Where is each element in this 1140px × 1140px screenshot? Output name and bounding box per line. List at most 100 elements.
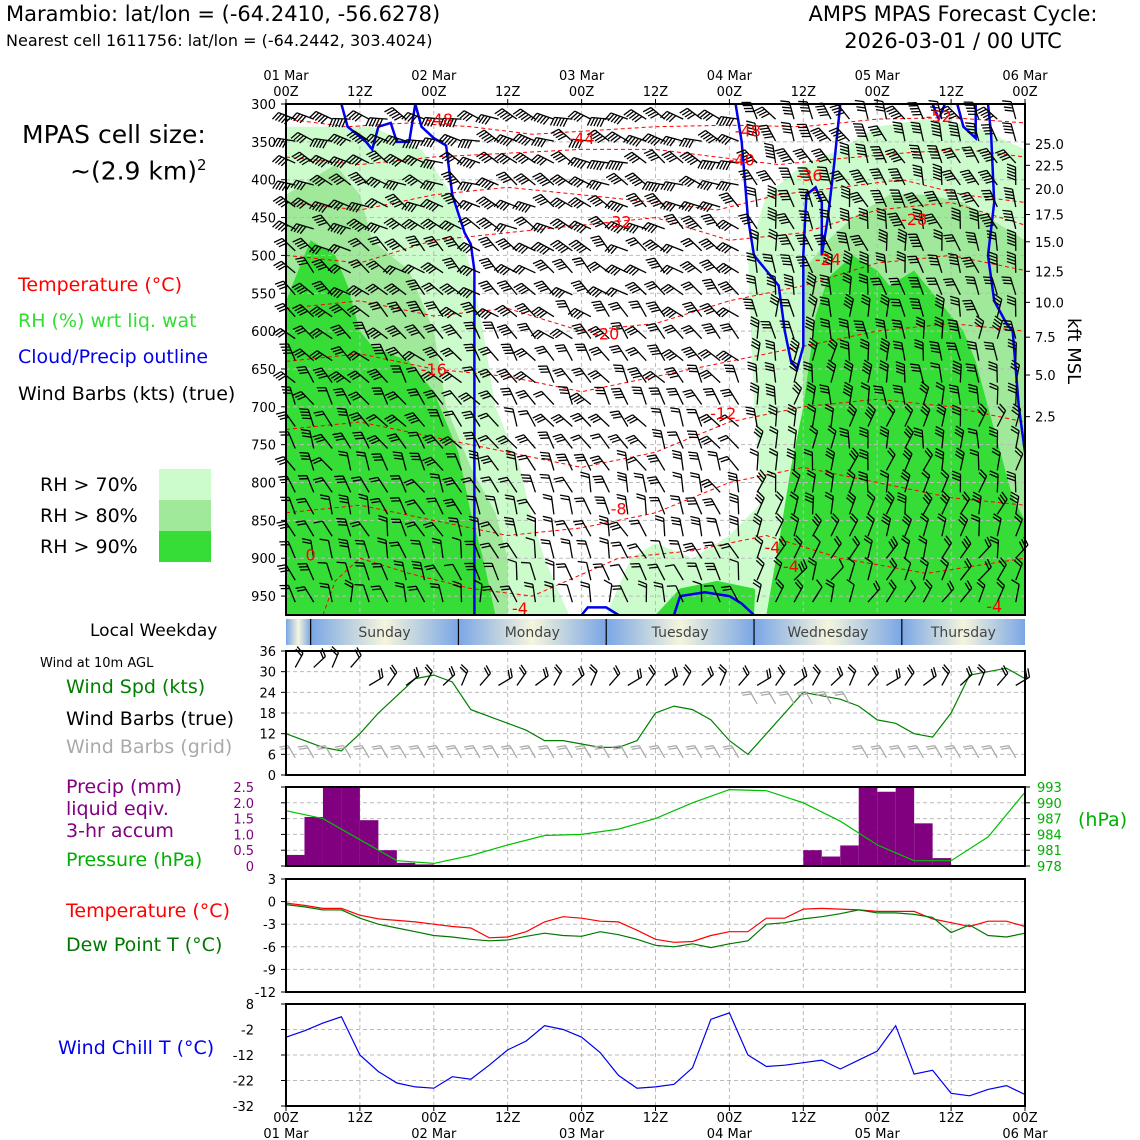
wind-barb xyxy=(369,497,379,501)
wind-barb xyxy=(475,177,483,185)
wind-barb xyxy=(833,538,840,547)
wind-barb xyxy=(682,542,692,546)
wind-barb xyxy=(311,112,320,120)
wind-barb xyxy=(943,278,953,281)
bottom-time-label: 12Z xyxy=(791,1111,817,1126)
wind-barb xyxy=(723,328,733,332)
wind-barb xyxy=(721,353,730,361)
wind-barb xyxy=(870,277,880,280)
wind-barb-true xyxy=(707,667,712,677)
wind-barb-true xyxy=(321,647,327,657)
wind-barb xyxy=(818,136,828,142)
wind-barb xyxy=(536,224,544,233)
wind-barb xyxy=(876,207,886,212)
wind-barb xyxy=(988,260,998,266)
wind-barb xyxy=(587,325,597,332)
wind-barb xyxy=(447,331,457,336)
wind-barb xyxy=(354,114,363,122)
wind-barb xyxy=(875,108,885,112)
wind-barb xyxy=(988,254,998,259)
wind-barb xyxy=(959,191,969,196)
wind-barb xyxy=(793,537,802,546)
wind-barb xyxy=(426,286,435,293)
wind-barb xyxy=(1010,365,1019,372)
wind-barb xyxy=(805,322,814,328)
wind-barb xyxy=(330,288,338,296)
wind-barb-true xyxy=(873,665,880,674)
wind-barb xyxy=(906,425,914,433)
wind-barb xyxy=(941,494,949,502)
wind-barb xyxy=(445,118,451,128)
wind-barb xyxy=(594,290,603,298)
wind-barb xyxy=(605,160,611,170)
wind-barb xyxy=(315,285,325,290)
wind-barb xyxy=(642,239,651,246)
wind-barb xyxy=(698,413,708,420)
wind-barb xyxy=(820,215,830,219)
wind-barb xyxy=(445,240,455,245)
wind-barb xyxy=(570,198,579,206)
wind-barb xyxy=(970,517,980,523)
wind-barb xyxy=(740,154,750,159)
wind-barb xyxy=(646,476,656,479)
wind-barb xyxy=(647,374,657,381)
wind-barb xyxy=(835,134,845,140)
wind-barb xyxy=(294,306,304,312)
wind-barb xyxy=(933,235,943,240)
wind-barb xyxy=(745,158,754,164)
pressure-tick-label: 450 xyxy=(251,212,276,227)
wind-barb-true xyxy=(613,667,619,676)
wind-barb xyxy=(967,431,978,435)
wind-barb xyxy=(589,180,596,189)
wind-barb xyxy=(819,299,830,303)
wind-barb xyxy=(424,564,434,568)
wind-barb xyxy=(853,320,863,323)
wind-barb xyxy=(296,200,305,208)
wind-barb xyxy=(421,282,430,288)
wind-barb xyxy=(703,281,713,285)
wind-barb xyxy=(875,324,886,328)
wind-barb xyxy=(518,267,526,275)
wind-barb xyxy=(297,588,307,592)
precip-tick-label: 0 xyxy=(246,860,254,875)
wind-barb xyxy=(875,580,881,589)
wind-barb xyxy=(780,257,791,260)
wind-barb xyxy=(426,138,433,148)
weekday-name: Tuesday xyxy=(651,625,709,641)
wind-barb xyxy=(573,259,583,264)
wind-barb xyxy=(401,264,409,272)
wind-barb xyxy=(465,114,474,122)
wind-barb xyxy=(1006,295,1016,300)
wind-barb xyxy=(571,367,581,372)
wind-barb xyxy=(613,225,621,233)
wind-barb xyxy=(774,494,783,502)
wind-barb xyxy=(634,202,644,207)
wind-barb xyxy=(708,453,718,457)
wind-barb xyxy=(1009,497,1018,504)
wind-barb xyxy=(668,115,677,123)
wind-barb xyxy=(949,262,959,266)
wind-barb xyxy=(423,389,433,394)
wind-barb xyxy=(482,241,492,246)
wind-barb xyxy=(444,310,453,317)
wind-barb xyxy=(276,282,286,288)
wind-barb xyxy=(276,520,286,524)
wind-barb xyxy=(765,389,775,394)
wind-barb xyxy=(645,372,654,379)
wind-barb xyxy=(820,302,830,306)
wind-barb xyxy=(807,275,816,281)
wind-barb xyxy=(346,285,355,292)
top-time-label: 04 Mar xyxy=(707,69,753,84)
wind-barb xyxy=(1006,173,1016,178)
legend-cloud: Cloud/Precip outline xyxy=(18,346,209,368)
wind-barb xyxy=(409,306,419,310)
wind-barb xyxy=(439,283,448,290)
wind-barb xyxy=(312,202,319,211)
wind-barb xyxy=(778,538,785,547)
wind-barb-true xyxy=(684,664,692,672)
wind-barb xyxy=(867,491,876,499)
wind-barb xyxy=(447,200,457,205)
wind-barb xyxy=(555,221,564,229)
wind-barb xyxy=(782,263,792,266)
wind-barb xyxy=(922,496,930,505)
